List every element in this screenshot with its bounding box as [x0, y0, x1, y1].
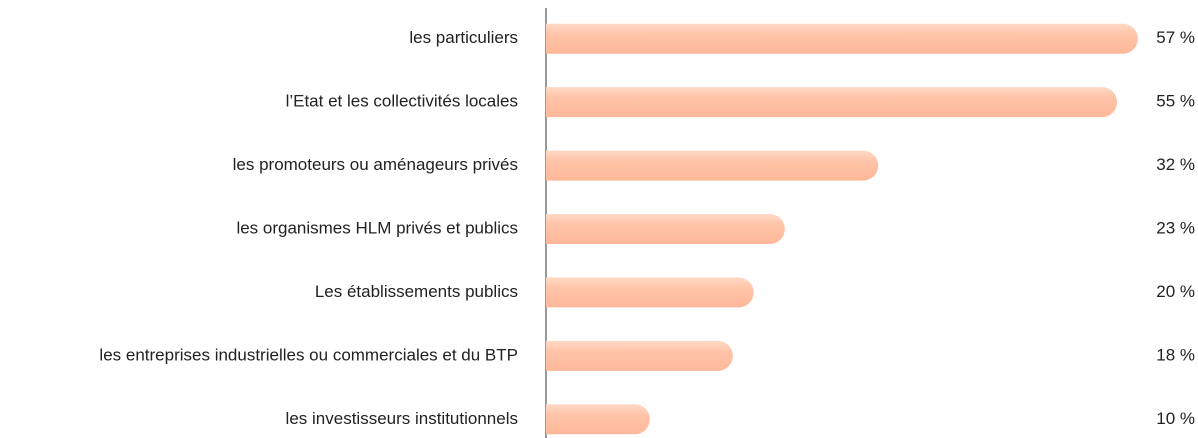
bar	[546, 214, 785, 244]
category-label: les promoteurs ou aménageurs privés	[233, 155, 518, 174]
value-label: 10 %	[1156, 409, 1195, 428]
bar	[546, 87, 1118, 118]
category-label: les investisseurs institutionnels	[286, 409, 518, 428]
value-label: 57 %	[1156, 28, 1195, 47]
category-label: Les établissements publics	[315, 282, 518, 301]
bar	[546, 404, 650, 435]
value-label: 32 %	[1156, 155, 1195, 174]
value-label: 23 %	[1156, 218, 1195, 237]
category-label: les particuliers	[409, 28, 518, 47]
bar	[546, 277, 754, 308]
value-label: 20 %	[1156, 282, 1195, 301]
category-label: les entreprises industrielles ou commerc…	[99, 345, 518, 364]
bar	[546, 150, 879, 181]
category-label: les organismes HLM privés et publics	[236, 218, 518, 237]
value-label: 55 %	[1156, 92, 1195, 111]
category-label: l’Etat et les collectivités locales	[286, 92, 518, 111]
value-label: 18 %	[1156, 345, 1195, 364]
bar	[546, 340, 733, 371]
bar	[546, 23, 1138, 54]
